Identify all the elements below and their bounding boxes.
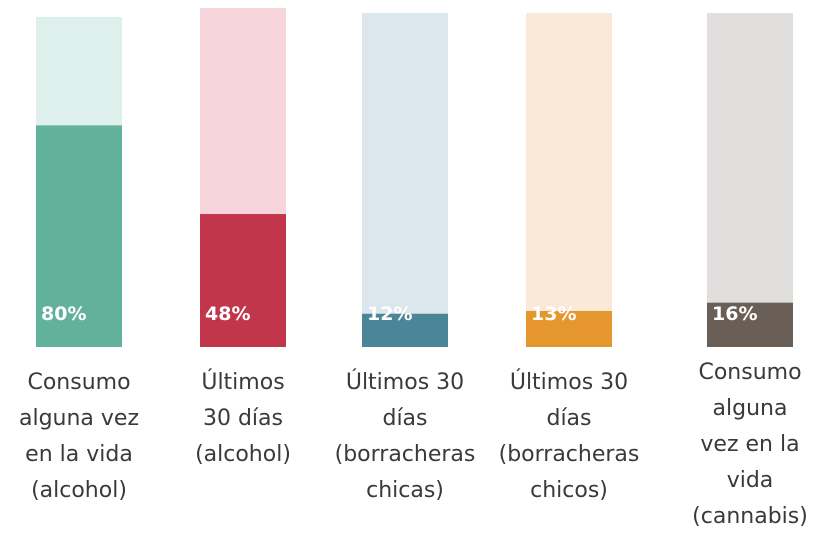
bar-value-label-5: 16% [712, 303, 757, 325]
category-label-1: Consumo alguna vez en la vida (alcohol) [0, 365, 164, 509]
category-label-3: Últimos 30 días (borracheras chicas) [320, 365, 490, 509]
bar-value-label-1: 80% [41, 303, 86, 325]
category-label-4: Últimos 30 días (borracheras chicos) [484, 365, 654, 509]
category-label-5: Consumo alguna vez en la vida (cannabis) [665, 355, 820, 535]
bar-value-label-4: 13% [531, 303, 576, 325]
category-label-2: Últimos 30 días (alcohol) [158, 365, 328, 473]
bar-value-label-2: 48% [205, 303, 250, 325]
bar-track-5 [707, 13, 793, 347]
bar-track-4 [526, 13, 612, 347]
bar-value-label-3: 12% [367, 303, 412, 325]
bar-track-3 [362, 13, 448, 347]
bar-2 [200, 214, 286, 347]
